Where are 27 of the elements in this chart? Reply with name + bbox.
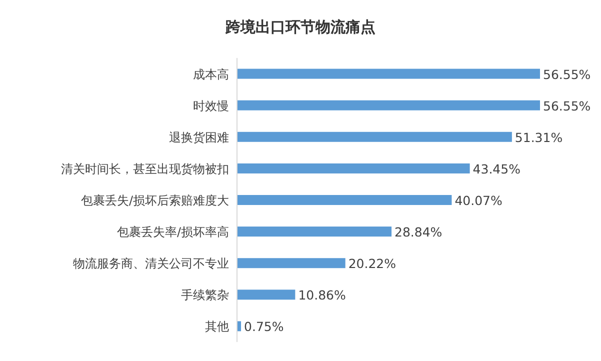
bar xyxy=(237,195,452,205)
data-label: 56.55% xyxy=(543,66,591,82)
data-label: 51.31% xyxy=(514,130,563,145)
chart-title: 跨境出口环节物流痛点 xyxy=(224,18,376,36)
data-label: 20.22% xyxy=(348,256,396,272)
y-tick-label: 其他 xyxy=(205,320,229,334)
y-tick-label: 成本高 xyxy=(193,67,229,82)
y-tick-label: 清关时间长，甚至出现货物被扣 xyxy=(61,162,229,176)
bar xyxy=(237,163,470,174)
y-tick-label: 退换货困难 xyxy=(169,130,229,144)
bar xyxy=(237,68,540,79)
data-label: 40.07% xyxy=(454,193,502,208)
data-label: 0.75% xyxy=(244,319,284,334)
data-label: 10.86% xyxy=(298,288,346,303)
data-label: 56.55% xyxy=(543,98,591,114)
data-label: 43.45% xyxy=(472,161,521,176)
y-tick-label: 包裹丢失率/损坏率高 xyxy=(116,225,229,240)
data-label: 28.84% xyxy=(394,224,442,240)
y-tick-label: 物流服务商、清关公司不专业 xyxy=(73,256,229,271)
bar xyxy=(237,258,346,268)
bar xyxy=(237,290,296,300)
bar xyxy=(237,132,512,142)
bar xyxy=(237,100,540,110)
y-tick-label: 时效慢 xyxy=(193,98,229,113)
y-tick-label: 包裹丢失/损坏后索赔难度大 xyxy=(80,194,229,208)
y-tick-label: 手续繁杂 xyxy=(181,288,229,302)
bar xyxy=(237,226,392,237)
